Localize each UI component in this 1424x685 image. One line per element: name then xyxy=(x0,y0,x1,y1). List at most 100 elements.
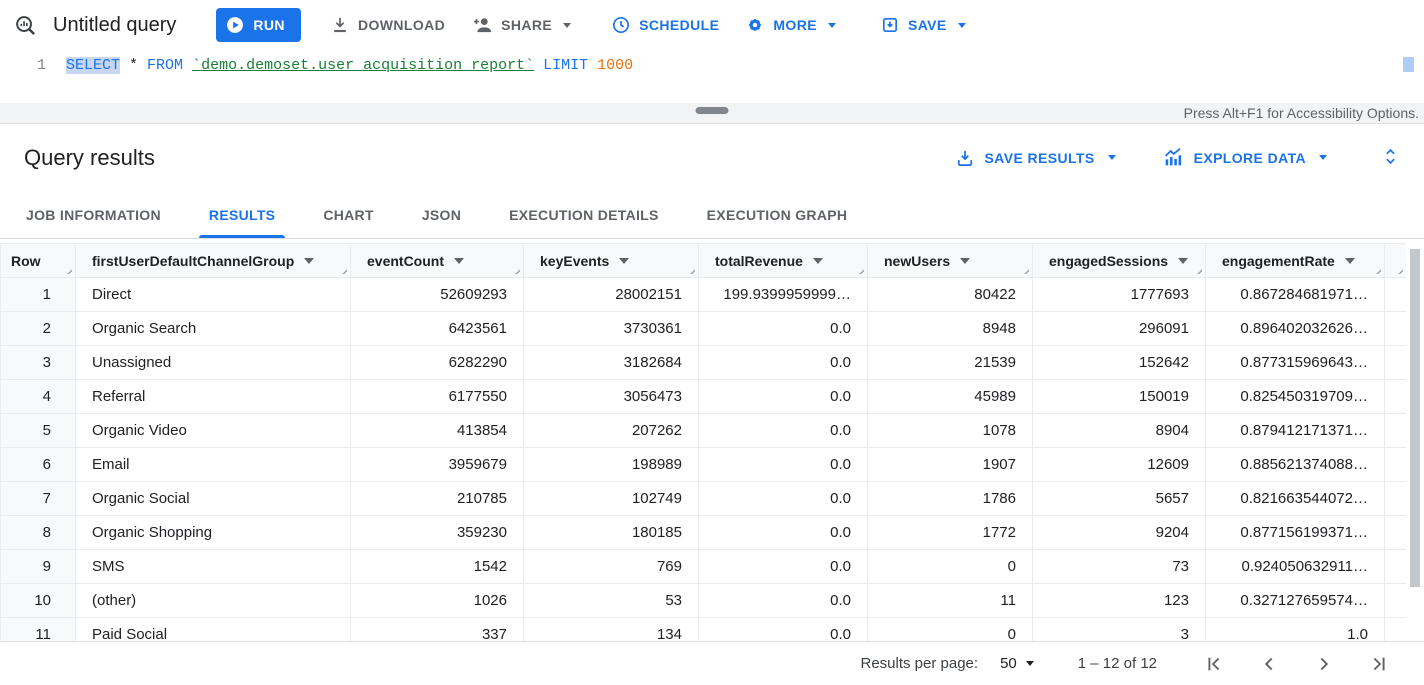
table-cell: 45989 xyxy=(867,379,1033,414)
column-header-engagedsessions[interactable]: engagedSessions xyxy=(1032,243,1206,278)
column-header-totalrevenue[interactable]: totalRevenue xyxy=(698,243,868,278)
table-cell: 0.885621374088… xyxy=(1205,447,1385,482)
table-cell: 21539 xyxy=(867,345,1033,380)
sort-caret-icon[interactable] xyxy=(960,257,971,264)
sql-token-plain xyxy=(183,57,192,74)
table-cell: 3730361 xyxy=(523,311,699,346)
column-header-keyevents[interactable]: keyEvents xyxy=(523,243,699,278)
tab-chart[interactable]: CHART xyxy=(323,206,374,223)
table-cell: 134 xyxy=(523,617,699,641)
next-page-button[interactable] xyxy=(1313,653,1335,675)
run-button-label: RUN xyxy=(253,17,285,33)
table-cell: 296091 xyxy=(1032,311,1206,346)
previous-page-button[interactable] xyxy=(1258,653,1280,675)
sql-editor[interactable]: 1 SELECT * FROM `demo.demoset.user_acqui… xyxy=(0,50,1424,103)
tab-job-information[interactable]: JOB INFORMATION xyxy=(26,206,161,223)
column-resize-handle[interactable] xyxy=(1020,265,1029,274)
accessibility-hint: Press Alt+F1 for Accessibility Options. xyxy=(1183,105,1419,121)
save-button-label: SAVE xyxy=(907,17,947,33)
person-add-icon xyxy=(471,14,493,36)
table-row: 2 Organic Search 6423561 3730361 0.0 8948 2960… xyxy=(0,311,1407,346)
schedule-button[interactable]: SCHEDULE xyxy=(598,7,732,43)
explore-data-button[interactable]: EXPLORE DATA xyxy=(1162,147,1327,169)
column-resize-handle[interactable] xyxy=(63,265,72,274)
sort-caret-icon[interactable] xyxy=(619,257,630,264)
save-results-label: SAVE RESULTS xyxy=(984,149,1095,166)
table-scrollbar-thumb[interactable] xyxy=(1410,249,1420,587)
more-button[interactable]: MORE xyxy=(732,7,849,43)
table-cell: SMS xyxy=(75,549,351,584)
sort-caret-icon[interactable] xyxy=(454,257,464,264)
column-resize-handle[interactable] xyxy=(338,265,347,274)
column-header-firstuserdefaultchannelgroup[interactable]: firstUserDefaultChannelGroup xyxy=(75,243,351,278)
column-label: firstUserDefaultChannelGroup xyxy=(92,252,295,269)
table-cell: 52609293 xyxy=(350,277,524,312)
column-header-eventcount[interactable]: eventCount xyxy=(350,243,524,278)
column-header-engagementrate[interactable]: engagementRate xyxy=(1205,243,1385,278)
column-label: Row xyxy=(11,252,41,269)
table-row: 1 Direct 52609293 28002151 199.9399959999… 80… xyxy=(0,277,1407,312)
column-resize-handle[interactable] xyxy=(855,265,864,274)
tab-execution-graph[interactable]: EXECUTION GRAPH xyxy=(706,206,848,223)
page-size-select[interactable]: 50 xyxy=(1000,655,1034,672)
table-cell: 1078 xyxy=(867,413,1033,448)
table-cell: 0.0 xyxy=(698,481,868,516)
splitter-drag-handle[interactable] xyxy=(695,107,729,114)
table-cell: 9204 xyxy=(1032,515,1206,550)
table-cell: 3 xyxy=(1032,617,1206,641)
tab-json[interactable]: JSON xyxy=(421,206,462,223)
results-tab-bar: JOB INFORMATION RESULTS CHART JSON EXECUTION… xyxy=(0,191,1424,239)
table-cell: 8948 xyxy=(867,311,1033,346)
results-table-zone: Row firstUserDefaultChannelGroup eventCoun… xyxy=(0,243,1424,641)
table-cell: Organic Video xyxy=(75,413,351,448)
last-page-button[interactable] xyxy=(1368,653,1390,675)
clipped-cell xyxy=(1384,277,1407,312)
tab-results[interactable]: RESULTS xyxy=(185,191,299,238)
chevron-down-icon xyxy=(1319,155,1327,160)
sql-token-table: `demo.demoset.user_acquisition_report` xyxy=(192,57,535,74)
clipped-cell xyxy=(1384,617,1407,641)
save-results-button[interactable]: SAVE RESULTS xyxy=(955,148,1116,168)
table-cell: 0.327127659574… xyxy=(1205,583,1385,618)
table-cell: Organic Social xyxy=(75,481,351,516)
table-row: 4 Referral 6177550 3056473 0.0 45989 150019 0.8… xyxy=(0,379,1407,414)
first-page-button[interactable] xyxy=(1203,653,1225,675)
sort-caret-icon[interactable] xyxy=(1344,257,1355,264)
clipped-cell xyxy=(1384,481,1407,516)
column-header-row[interactable]: Row xyxy=(0,243,76,278)
collapse-results-button[interactable] xyxy=(1373,145,1408,171)
column-resize-handle[interactable] xyxy=(1372,265,1381,274)
column-resize-handle[interactable] xyxy=(1193,265,1202,274)
table-cell: 0.867284681971… xyxy=(1205,277,1385,312)
sort-caret-icon[interactable] xyxy=(304,257,315,264)
column-label: engagementRate xyxy=(1222,252,1335,269)
column-resize-handle[interactable] xyxy=(1394,265,1403,274)
tab-execution-details[interactable]: EXECUTION DETAILS xyxy=(509,206,659,223)
editor-scrollbar-thumb[interactable] xyxy=(1403,57,1414,72)
table-cell: 0.0 xyxy=(698,549,868,584)
table-cell: 0 xyxy=(867,617,1033,641)
column-resize-handle[interactable] xyxy=(686,265,695,274)
query-results-title: Query results xyxy=(24,144,155,170)
table-cell: 53 xyxy=(523,583,699,618)
query-tab-icon xyxy=(14,14,37,37)
table-cell: Unassigned xyxy=(75,345,351,380)
download-button[interactable]: DOWNLOAD xyxy=(317,7,458,43)
share-button[interactable]: SHARE xyxy=(458,7,584,43)
table-cell: 3182684 xyxy=(523,345,699,380)
clipped-cell xyxy=(1384,345,1407,380)
sort-caret-icon[interactable] xyxy=(1178,257,1189,264)
row-number-cell: 9 xyxy=(0,549,76,584)
column-header-newusers[interactable]: newUsers xyxy=(867,243,1033,278)
chevron-down-icon xyxy=(957,22,966,28)
column-label: newUsers xyxy=(884,252,951,269)
sql-token-num: 1000 xyxy=(597,57,634,74)
clipped-cell xyxy=(1384,413,1407,448)
column-resize-handle[interactable] xyxy=(511,265,520,274)
sort-caret-icon[interactable] xyxy=(812,257,823,264)
save-button[interactable]: SAVE xyxy=(867,7,979,43)
sql-token-plain: * xyxy=(120,57,148,74)
table-cell: Direct xyxy=(75,277,351,312)
sql-code-line[interactable]: SELECT * FROM `demo.demoset.user_acquisi… xyxy=(46,57,633,74)
run-button[interactable]: RUN xyxy=(216,8,301,42)
